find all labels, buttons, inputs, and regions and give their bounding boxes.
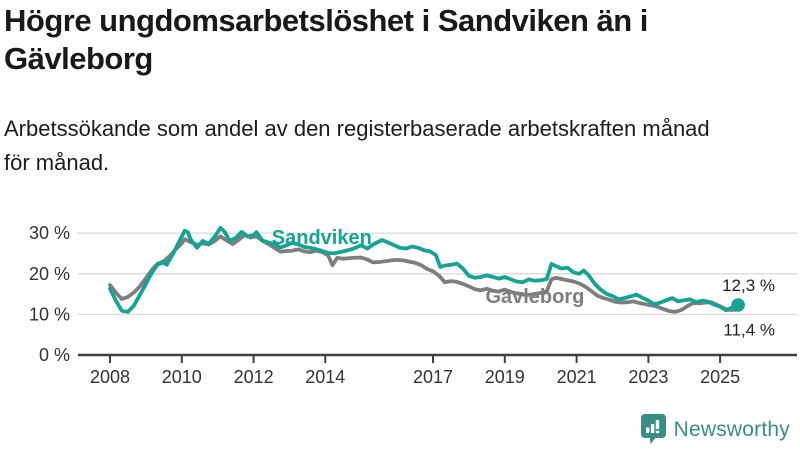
y-axis-tick-label: 20 % (29, 264, 70, 284)
chart-subtitle-line-1: Arbetssökande som andel av den registerb… (4, 116, 710, 141)
x-axis-tick-label: 2017 (413, 367, 453, 387)
x-axis-tick-label: 2012 (234, 367, 274, 387)
chart-subtitle: Arbetssökande som andel av den registerb… (4, 112, 792, 180)
y-axis-tick-label: 30 % (29, 223, 70, 243)
x-axis-tick-label: 2010 (162, 367, 202, 387)
newsworthy-brand-text: Newsworthy (673, 417, 790, 441)
series-end-dot-sandviken (731, 298, 745, 312)
page-title: Högre ungdomsarbetslöshet i Sandviken än… (4, 2, 792, 78)
x-axis-tick-label: 2025 (700, 367, 740, 387)
x-axis-tick-label: 2021 (557, 367, 597, 387)
newsworthy-logo: Newsworthy (640, 414, 790, 445)
x-axis-tick-label: 2019 (485, 367, 525, 387)
x-axis-tick-label: 2008 (90, 367, 130, 387)
end-value-label-gävleborg: 11,4 % (723, 321, 775, 340)
page-title-line-1: Högre ungdomsarbetslöshet i Sandviken än… (4, 3, 648, 38)
y-axis-tick-label: 0 % (39, 345, 70, 365)
series-line-gävleborg (108, 232, 740, 314)
end-value-label-sandviken: 12,3 % (722, 276, 775, 295)
page-title-line-2: Gävleborg (4, 41, 153, 76)
x-axis-tick-label: 2023 (628, 367, 668, 387)
bar-chart-pin-icon (640, 414, 666, 444)
series-label-sandviken: Sandviken (272, 227, 372, 249)
chart-subtitle-line-2: för månad. (4, 150, 110, 175)
series-line-sandviken (108, 226, 740, 314)
y-axis-tick-label: 10 % (29, 304, 70, 324)
series-label-gävleborg: Gävleborg (485, 286, 584, 308)
x-axis-tick-label: 2014 (305, 367, 345, 387)
